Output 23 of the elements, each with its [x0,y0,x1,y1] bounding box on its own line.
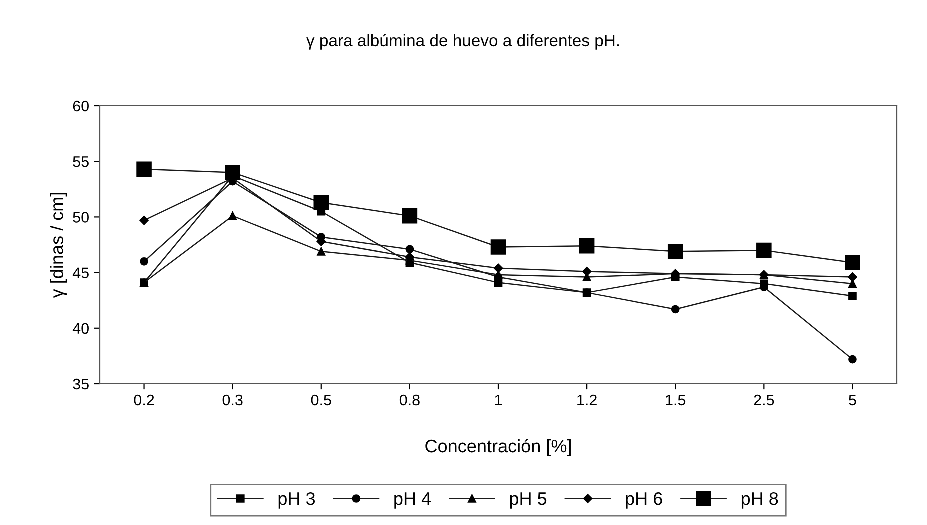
x-tick-label: 5 [849,394,856,406]
x-tick-label: 2.5 [754,394,774,406]
legend-label: pH 8 [742,492,778,509]
y-tick-label: 45 [72,268,89,278]
legend-label: pH 6 [626,492,662,509]
x-tick-label: 1.5 [666,394,686,406]
x-tick-label: 1.2 [578,394,597,406]
x-tick-label: 0.8 [400,394,420,406]
legend-label: pH 5 [510,492,547,509]
legend-label: pH 3 [278,492,316,509]
y-tick-label: 60 [73,100,89,112]
x-tick-label: 0.2 [134,394,154,406]
x-axis-title: Concentración [%] [426,439,571,456]
chart-title: γ para albúmina de huevo a diferentes pH. [306,34,620,50]
y-tick-label: 55 [73,156,89,168]
x-tick-label: 0.3 [222,394,243,406]
x-tick-label: 0.5 [311,394,332,406]
y-tick-label: 40 [72,323,89,334]
legend-label: pH 4 [394,492,432,509]
y-tick-label: 50 [73,212,89,223]
y-axis-title: γ [dinas / cm] [50,193,68,298]
y-tick-label: 35 [73,378,89,390]
x-tick-label: 1 [495,394,502,406]
